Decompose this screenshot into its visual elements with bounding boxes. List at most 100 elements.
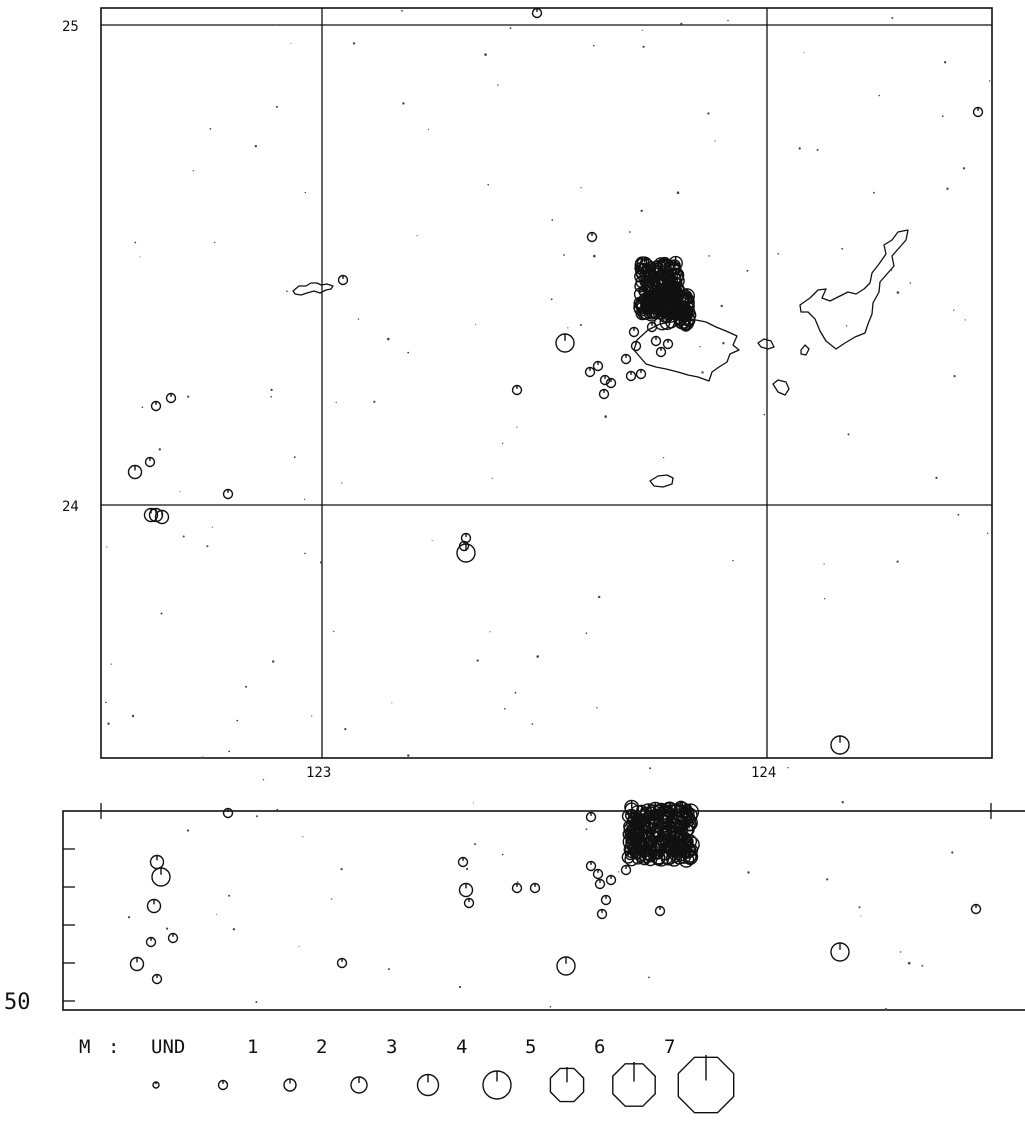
scan-speck <box>746 269 749 272</box>
scan-speck <box>953 375 956 378</box>
earthquake-marker <box>529 882 541 894</box>
scan-speck <box>110 663 112 665</box>
scan-speck <box>585 632 588 634</box>
scan-speck <box>722 342 725 345</box>
scan-speck <box>536 655 539 658</box>
scan-speck <box>841 801 844 804</box>
scan-speck <box>943 61 947 64</box>
earthquake-marker <box>458 882 474 898</box>
earthquake-marker <box>600 894 612 906</box>
scan-speck <box>232 928 236 931</box>
scan-speck <box>262 779 265 781</box>
earthquake-marker <box>662 338 674 350</box>
earthquake-marker <box>625 834 640 850</box>
epicenter-map: 25 24 123 124 <box>62 7 993 781</box>
scan-speck <box>787 767 789 769</box>
lon-label-124: 124 <box>751 765 776 781</box>
earthquake-marker <box>463 897 475 909</box>
earthquake-marker <box>222 488 234 500</box>
legend-class-5: 5 <box>525 1036 536 1058</box>
scan-speck <box>816 148 819 151</box>
scan-speck <box>845 325 848 327</box>
earthquake-marker <box>511 882 523 894</box>
scan-speck <box>304 191 306 194</box>
legend-class-3: 3 <box>386 1036 397 1058</box>
scan-speck <box>335 401 337 404</box>
lon-label-123: 123 <box>306 765 331 781</box>
scan-speck <box>858 906 861 909</box>
scan-speck <box>352 42 356 45</box>
earthquake-marker <box>596 908 608 920</box>
scan-speck <box>890 269 893 271</box>
scan-speck <box>567 327 569 329</box>
scan-speck <box>763 413 766 416</box>
scan-speck <box>166 927 169 930</box>
earthquake-marker <box>661 801 678 818</box>
island-hateruma <box>292 282 334 296</box>
scan-speck <box>847 433 850 436</box>
scan-speck <box>714 140 716 142</box>
scan-speck <box>628 231 631 233</box>
scan-speck <box>593 254 596 258</box>
scan-speck <box>254 145 257 148</box>
earthquake-marker <box>151 973 163 985</box>
scan-speck <box>472 802 474 804</box>
scan-speck <box>474 843 477 846</box>
earthquake-marker <box>337 274 349 286</box>
earthquake-marker <box>663 840 679 856</box>
scan-speck <box>531 723 534 725</box>
legend-class-2: 2 <box>316 1036 327 1058</box>
earthquake-marker <box>661 284 676 300</box>
scan-speck <box>209 127 212 130</box>
map-frame <box>100 7 993 759</box>
earthquake-marker <box>676 301 691 315</box>
scan-speck <box>896 291 900 294</box>
earthquake-marker <box>605 874 617 886</box>
scan-speck <box>585 828 588 831</box>
legend-separator: : <box>108 1036 119 1058</box>
earthquake-marker <box>650 335 662 347</box>
legend-symbol <box>416 1073 440 1097</box>
scan-speck <box>293 456 296 459</box>
earthquake-marker <box>665 287 680 302</box>
scan-speck <box>953 309 955 311</box>
scan-speck <box>516 426 518 428</box>
scan-speck <box>106 546 108 548</box>
scan-speck <box>891 17 894 19</box>
earthquake-marker <box>167 932 179 944</box>
scan-speck <box>275 24 277 26</box>
scan-speck <box>331 898 333 900</box>
earthquake-cluster-map <box>633 255 697 332</box>
scan-speck <box>304 552 306 555</box>
earthquake-marker <box>150 400 162 412</box>
earthquake-marker <box>531 7 543 19</box>
earthquake-marker <box>151 867 171 887</box>
scan-speck <box>579 324 582 326</box>
scan-speck <box>387 968 390 971</box>
scan-speck <box>551 219 554 221</box>
islet-south <box>649 474 674 488</box>
earthquake-marker <box>598 388 610 400</box>
scan-speck <box>105 701 107 704</box>
scan-speck <box>311 715 313 717</box>
earthquake-marker <box>584 366 596 378</box>
legend-symbol <box>152 1081 160 1089</box>
lat-label-24: 24 <box>62 499 79 515</box>
depth-ticks <box>63 848 75 1002</box>
scan-speck <box>228 894 231 897</box>
scan-speck <box>466 867 469 871</box>
scan-speck <box>475 323 477 325</box>
earthquake-marker <box>662 302 678 318</box>
scan-speck <box>286 290 288 293</box>
scan-speck <box>476 659 479 662</box>
legend-symbol <box>217 1079 229 1091</box>
earthquake-marker <box>830 942 850 962</box>
scan-speck <box>270 395 273 398</box>
scan-speck <box>290 42 292 44</box>
scan-speck <box>298 945 300 947</box>
earthquake-marker <box>678 840 696 858</box>
scan-speck <box>491 477 493 479</box>
earthquake-marker <box>456 543 476 563</box>
island-ishigaki <box>799 229 909 350</box>
scan-speck <box>642 45 645 48</box>
